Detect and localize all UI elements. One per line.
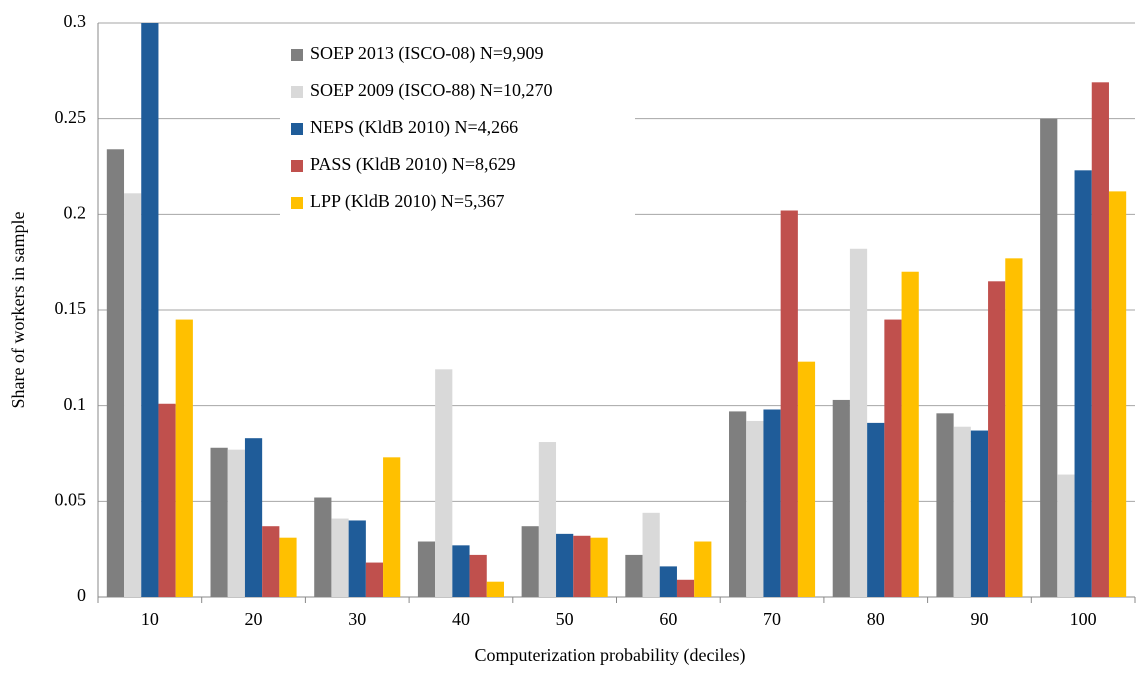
bar xyxy=(158,403,176,597)
bar xyxy=(970,430,989,597)
bar xyxy=(763,409,781,597)
bar xyxy=(659,566,677,597)
bar xyxy=(625,554,643,597)
bar xyxy=(244,438,263,597)
x-tick-label: 100 xyxy=(1070,609,1097,629)
y-axis-title: Share of workers in sample xyxy=(8,212,28,409)
bar xyxy=(988,281,1006,597)
bar xyxy=(383,457,401,597)
bar xyxy=(469,554,487,597)
bar xyxy=(676,579,695,597)
bar xyxy=(901,271,919,597)
legend-label: LPP (KldB 2010) N=5,367 xyxy=(310,191,505,212)
x-tick-label: 10 xyxy=(141,609,159,629)
bar xyxy=(348,520,366,597)
legend-swatch xyxy=(291,49,303,61)
bar xyxy=(642,512,660,597)
legend-box xyxy=(280,36,635,221)
legend-label: SOEP 2009 (ISCO-88) N=10,270 xyxy=(310,80,553,101)
bar xyxy=(365,562,384,597)
bar xyxy=(314,497,332,597)
bar xyxy=(452,545,470,597)
x-tick-label: 60 xyxy=(659,609,677,629)
bar xyxy=(210,447,228,597)
bar xyxy=(486,581,504,597)
y-tick-label: 0.1 xyxy=(64,394,87,414)
legend-label: NEPS (KldB 2010) N=4,266 xyxy=(310,117,518,138)
x-tick-label: 50 xyxy=(556,609,574,629)
bar xyxy=(435,369,453,597)
y-tick-label: 0.05 xyxy=(55,489,87,509)
legend-label: SOEP 2013 (ISCO-08) N=9,909 xyxy=(310,43,544,64)
bar xyxy=(279,537,297,597)
bar xyxy=(746,420,764,597)
x-tick-label: 20 xyxy=(245,609,263,629)
bar xyxy=(573,535,591,597)
x-tick-label: 30 xyxy=(348,609,366,629)
bar xyxy=(417,541,436,597)
bar xyxy=(1040,118,1058,598)
bar xyxy=(262,526,280,597)
bar xyxy=(1005,258,1023,597)
bar xyxy=(106,149,125,597)
bar xyxy=(936,413,954,597)
bar xyxy=(867,422,885,597)
bar xyxy=(797,361,816,597)
y-tick-label: 0.3 xyxy=(64,11,87,31)
y-tick-label: 0.15 xyxy=(55,298,87,318)
legend-swatch xyxy=(291,86,303,98)
legend-swatch xyxy=(291,123,303,135)
bar xyxy=(1091,82,1109,597)
x-tick-label: 90 xyxy=(970,609,988,629)
bar xyxy=(729,411,747,597)
bar xyxy=(331,518,349,597)
bar xyxy=(694,541,712,597)
bar xyxy=(832,399,850,597)
bar xyxy=(1057,474,1075,597)
bar xyxy=(538,442,557,597)
legend-label: PASS (KldB 2010) N=8,629 xyxy=(310,154,516,175)
y-tick-label: 0.2 xyxy=(64,202,87,222)
bar xyxy=(884,319,902,597)
bar xyxy=(780,210,798,598)
x-tick-label: 80 xyxy=(867,609,885,629)
legend-swatch xyxy=(291,160,303,172)
bar xyxy=(590,537,608,597)
x-tick-label: 70 xyxy=(763,609,781,629)
bar xyxy=(141,23,159,597)
legend-swatch xyxy=(291,197,303,209)
bar xyxy=(227,449,245,597)
x-tick-label: 40 xyxy=(452,609,470,629)
bar xyxy=(521,526,539,597)
y-tick-label: 0 xyxy=(77,585,86,605)
y-tick-label: 0.25 xyxy=(55,107,87,127)
bar xyxy=(1108,191,1127,597)
x-axis-title: Computerization probability (deciles) xyxy=(475,645,746,666)
bar xyxy=(556,533,574,597)
bar xyxy=(1074,170,1092,597)
bar xyxy=(953,426,971,597)
bar xyxy=(124,193,142,597)
bar xyxy=(175,319,193,597)
bar xyxy=(849,248,868,598)
